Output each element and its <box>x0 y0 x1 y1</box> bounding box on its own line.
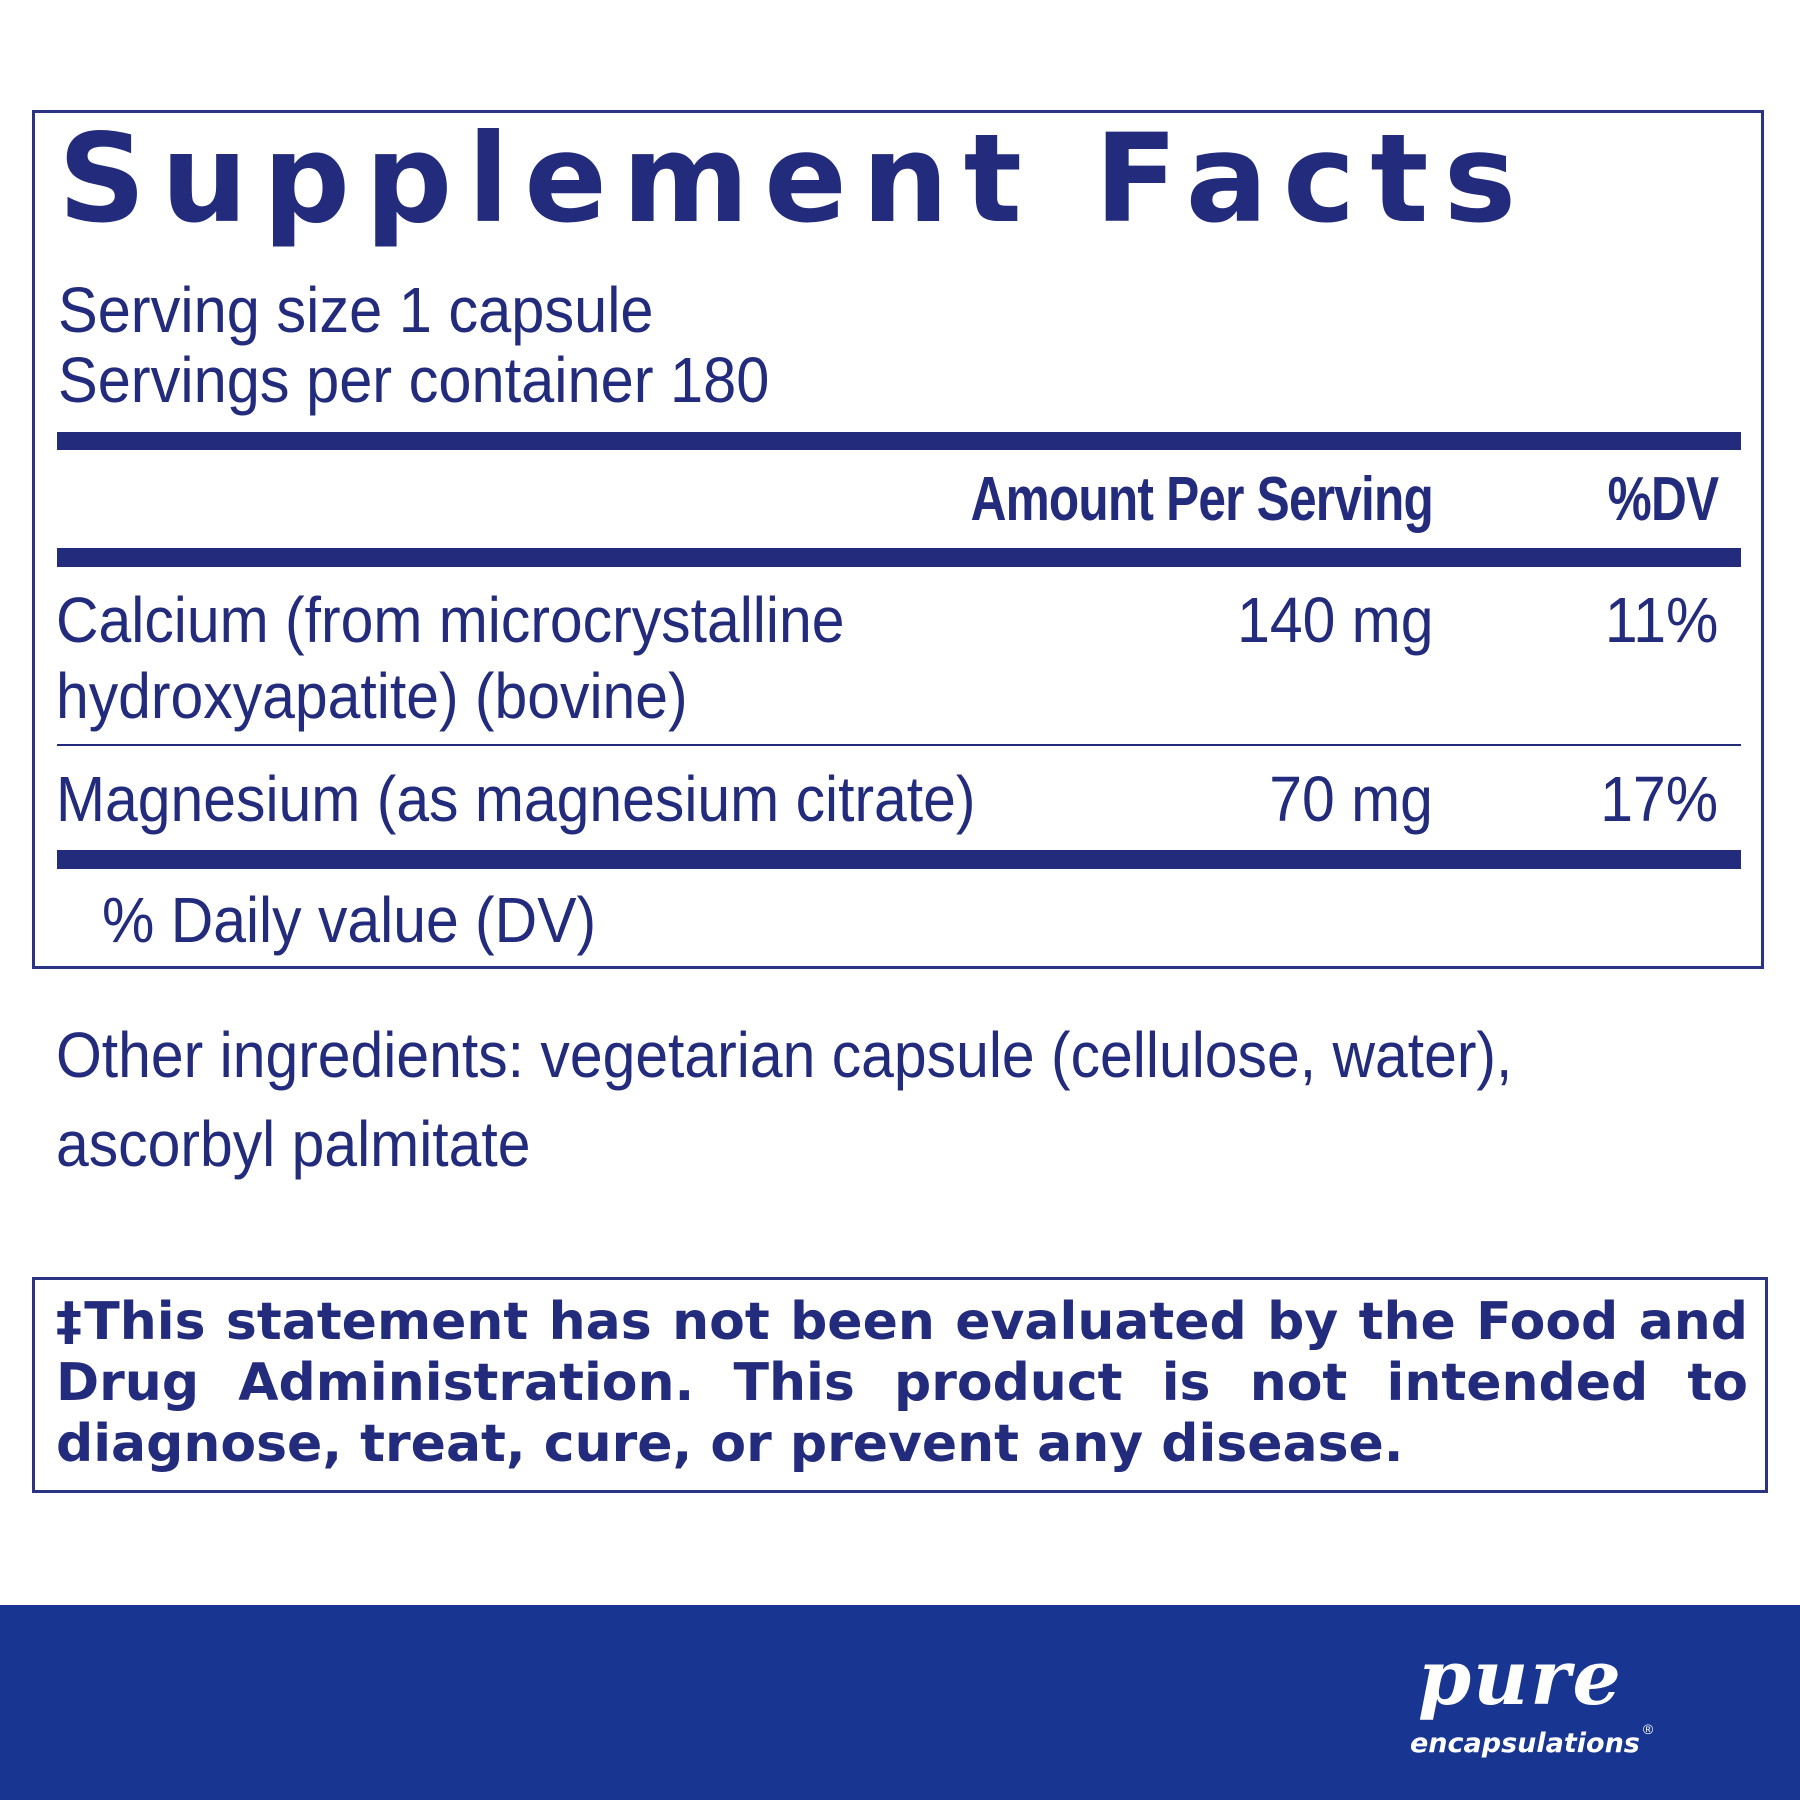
divider-thick <box>57 432 1741 450</box>
nutrient-name: Calcium (from microcrystalline <box>56 584 845 656</box>
nutrient-dv: 11% <box>1604 584 1718 656</box>
nutrient-name-cont: hydroxyapatite) (bovine) <box>56 660 688 732</box>
nutrient-amount: 70 mg <box>1269 763 1433 835</box>
divider-thick <box>57 548 1741 567</box>
panel-title: Supplement Facts <box>58 108 1532 250</box>
other-ingredients-cont: ascorbyl palmitate <box>56 1108 531 1180</box>
divider-thick <box>57 850 1741 869</box>
brand-logo: pure <box>1418 1633 1623 1722</box>
supplement-facts-panel <box>32 110 1764 969</box>
disclaimer-line: diagnose, treat, cure, or prevent any di… <box>56 1414 1404 1474</box>
registered-mark: ® <box>1642 1721 1654 1737</box>
divider-thin <box>57 744 1741 746</box>
amount-header: Amount Per Serving <box>970 465 1434 534</box>
footer-band <box>0 1605 1800 1800</box>
dv-header: %DV <box>1607 465 1718 534</box>
disclaimer-line: Drug Administration. This product is not… <box>56 1353 1748 1413</box>
nutrient-amount: 140 mg <box>1236 584 1433 656</box>
brand-logo-block: pure encapsulations ® <box>1410 1633 1653 1758</box>
disclaimer-line: ‡This statement has not been evaluated b… <box>56 1292 1748 1352</box>
other-ingredients: Other ingredients: vegetarian capsule (c… <box>56 1019 1513 1091</box>
brand-logo-sub-row: encapsulations ® <box>1410 1722 1653 1757</box>
dv-note: % Daily value (DV) <box>102 884 597 956</box>
disclaimer-box <box>32 1277 1768 1493</box>
nutrient-dv: 17% <box>1600 763 1718 835</box>
nutrient-name: Magnesium (as magnesium citrate) <box>56 763 976 835</box>
brand-logo-sub: encapsulations <box>1410 1728 1640 1759</box>
serving-size: Serving size 1 capsule <box>58 274 654 346</box>
servings-per-container: Servings per container 180 <box>58 344 770 416</box>
